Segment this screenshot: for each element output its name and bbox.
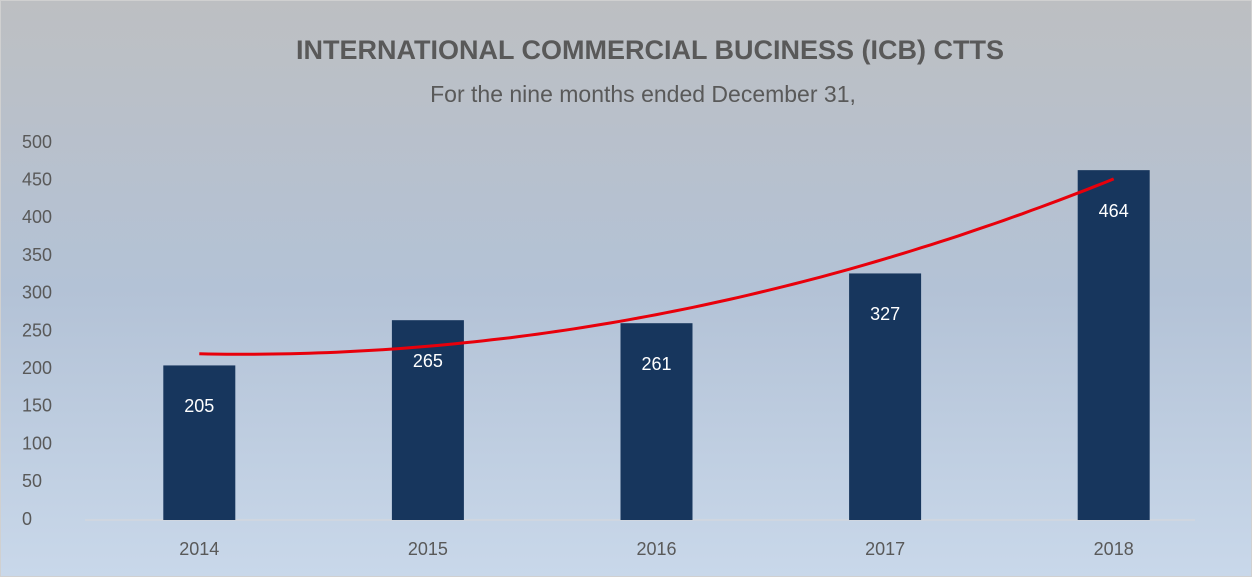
y-tick-label: 0 (22, 509, 32, 529)
bar (849, 273, 922, 520)
y-tick-label: 400 (22, 207, 52, 227)
x-tick-label: 2016 (636, 539, 676, 559)
x-tick-label: 2017 (865, 539, 905, 559)
x-tick-label: 2018 (1094, 539, 1134, 559)
bar (620, 323, 693, 520)
y-tick-label: 350 (22, 245, 52, 265)
trendline (199, 177, 1115, 356)
x-tick-label: 2015 (408, 539, 448, 559)
data-label: 464 (1099, 201, 1129, 221)
y-tick-label: 300 (22, 283, 52, 303)
y-tick-label: 450 (22, 169, 52, 189)
y-tick-label: 50 (22, 471, 42, 491)
chart-title: INTERNATIONAL COMMERCIAL BUCINESS (ICB) … (296, 35, 1004, 65)
y-tick-label: 500 (22, 132, 52, 152)
y-tick-label: 200 (22, 358, 52, 378)
x-tick-label: 2014 (179, 539, 219, 559)
y-tick-label: 250 (22, 320, 52, 340)
bar (1077, 170, 1150, 521)
chart-subtitle: For the nine months ended December 31, (430, 81, 856, 107)
data-label: 205 (184, 396, 214, 416)
data-label: 261 (641, 354, 671, 374)
data-label: 265 (413, 351, 443, 371)
y-tick-label: 100 (22, 433, 52, 453)
data-label: 327 (870, 304, 900, 324)
y-tick-label: 150 (22, 396, 52, 416)
bar (163, 365, 236, 520)
bar (391, 320, 464, 520)
